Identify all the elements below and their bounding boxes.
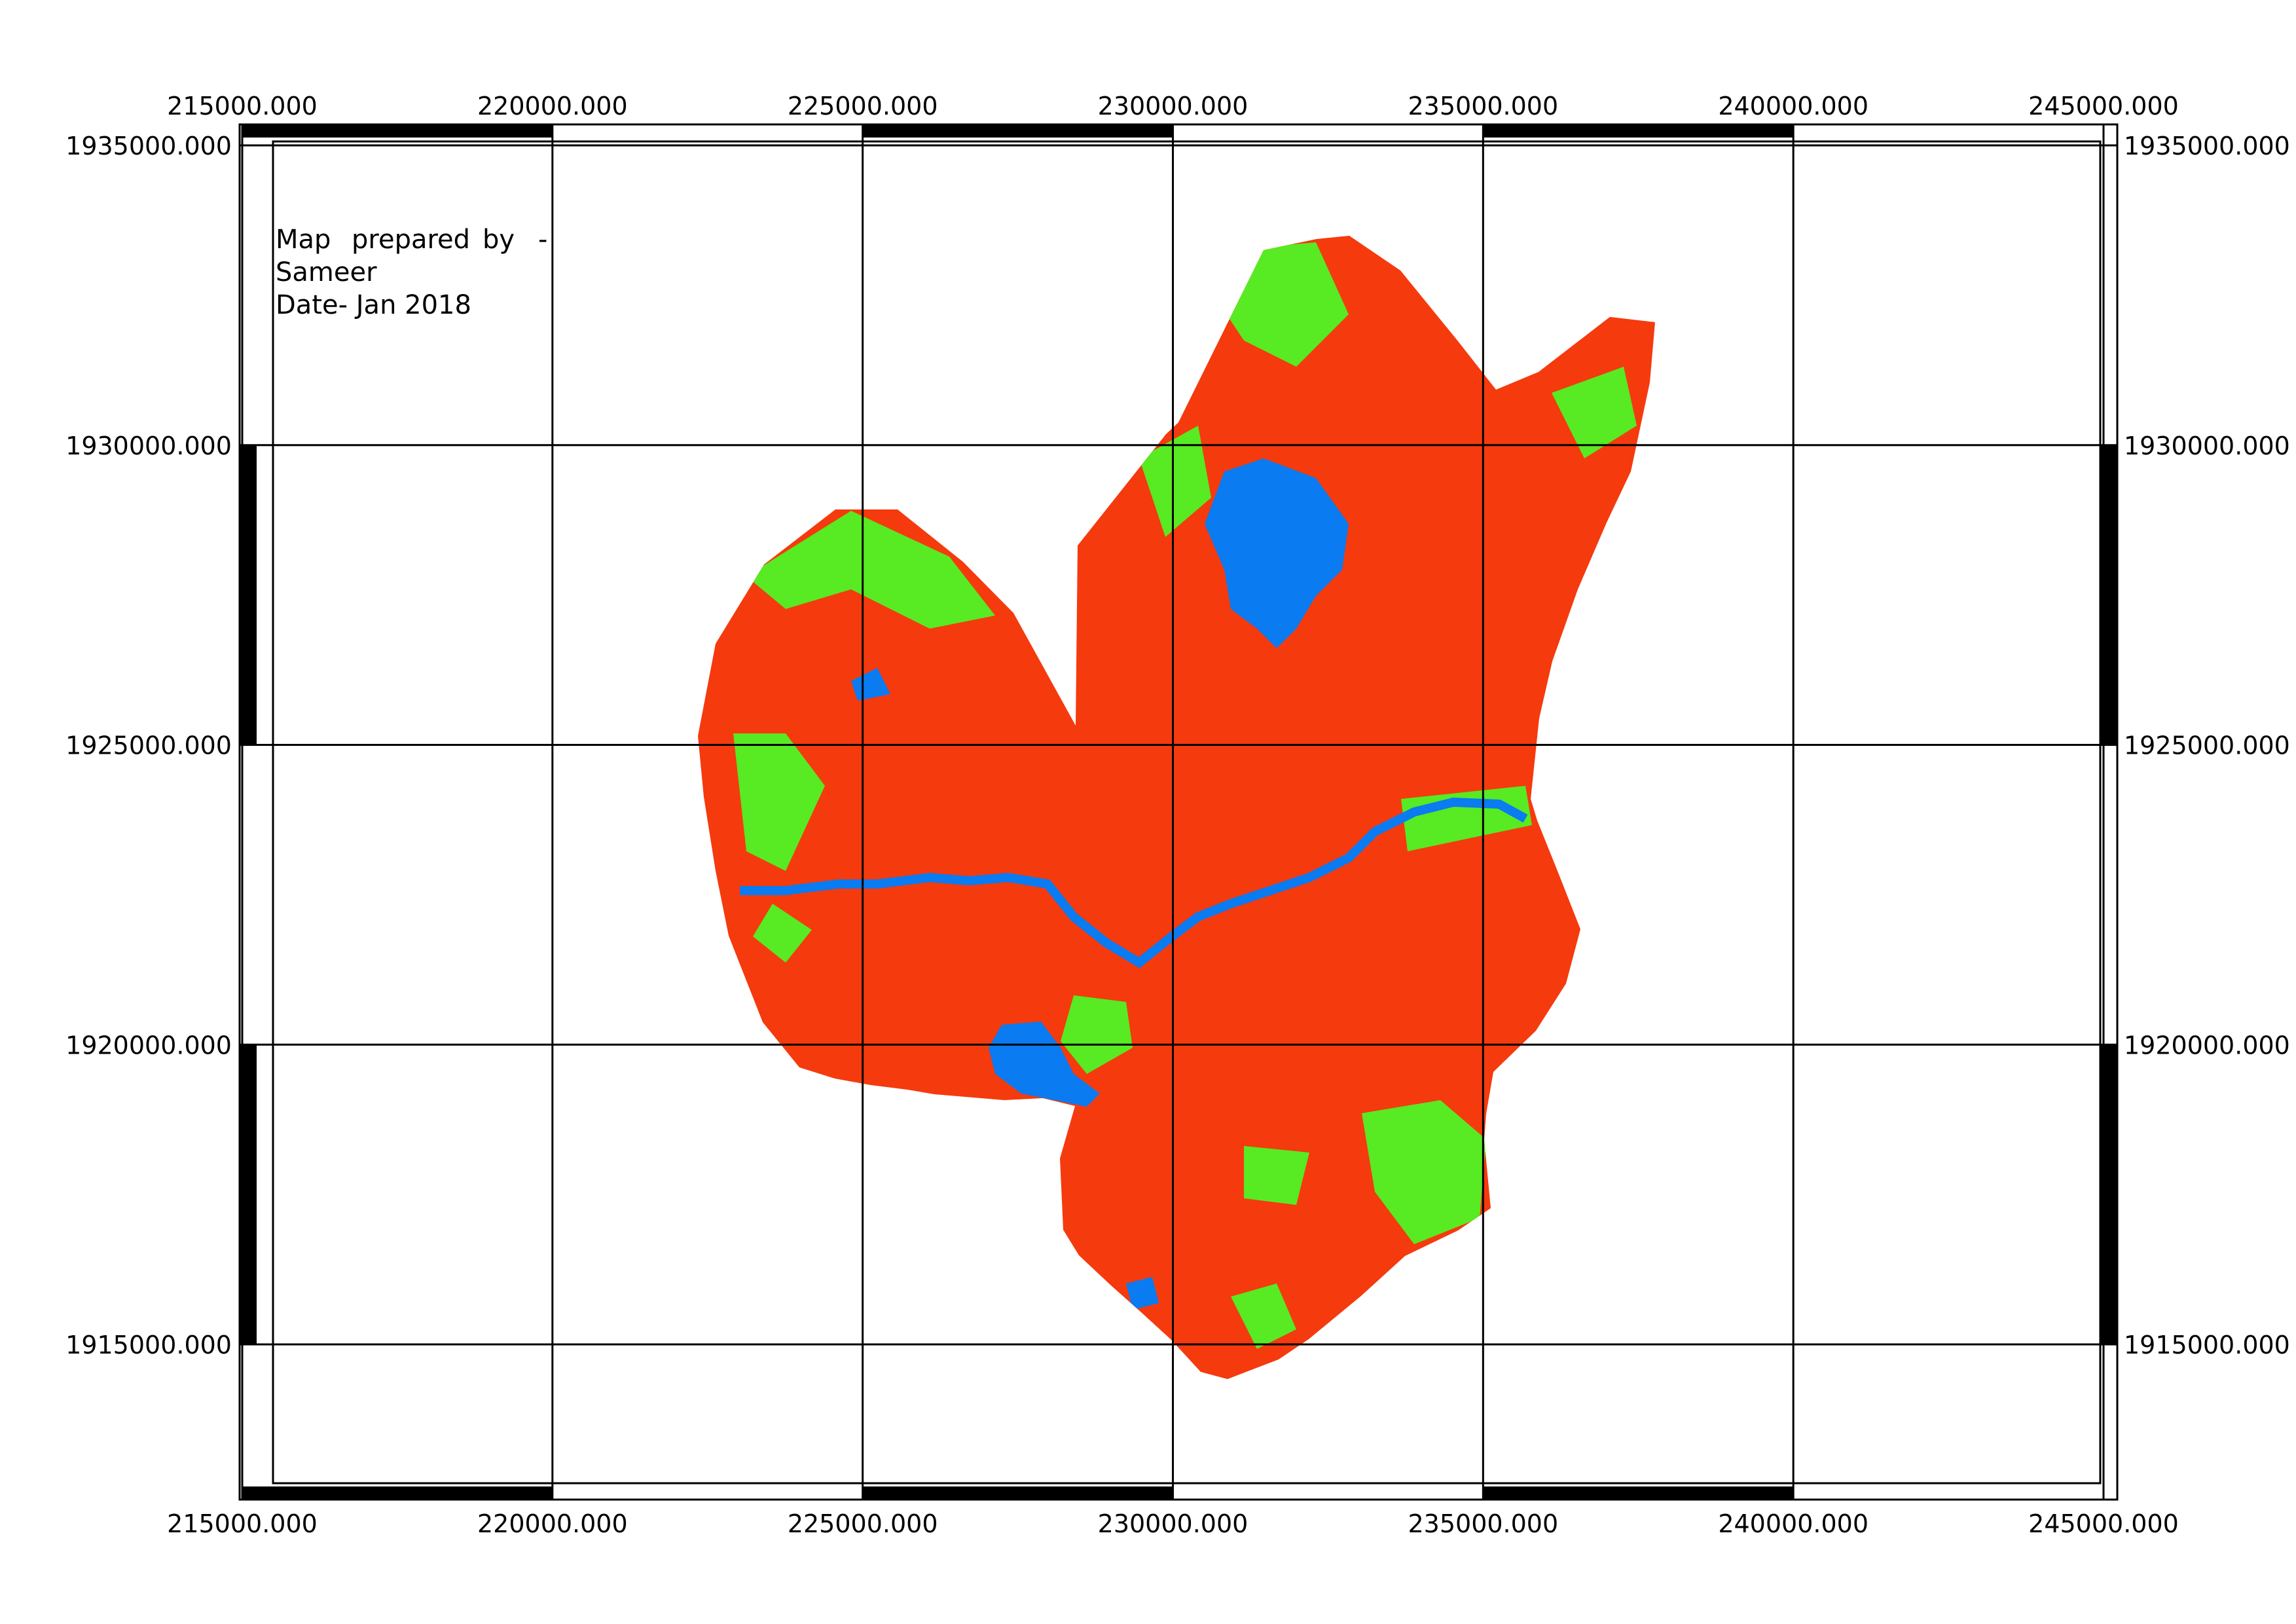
- note-date: Date- Jan 2018: [276, 290, 471, 320]
- x-tick-label-top: 215000.000: [167, 92, 318, 120]
- vegetation-patches: [733, 242, 1637, 1349]
- scale-bar-top: [242, 125, 553, 138]
- water-bodies: [740, 458, 1528, 1310]
- map-frame: [238, 123, 2119, 1501]
- x-tick-label-bottom: 235000.000: [1408, 1509, 1558, 1538]
- river: [740, 797, 1528, 969]
- y-tick-label-right: 1920000.000: [2124, 1031, 2290, 1060]
- x-tick-label-top: 245000.000: [2028, 92, 2179, 120]
- inner-border: [272, 140, 2102, 1485]
- note-word-prepared: prepared: [352, 225, 470, 255]
- x-tick-label-bottom: 230000.000: [1098, 1509, 1248, 1538]
- scale-bar-top: [1483, 125, 1794, 138]
- x-tick-label-bottom: 220000.000: [477, 1509, 628, 1538]
- x-tick-label-top: 240000.000: [1718, 92, 1868, 120]
- classified-region: [698, 236, 1655, 1379]
- x-tick-label-bottom: 245000.000: [2028, 1509, 2179, 1538]
- lake: [1205, 458, 1349, 648]
- scale-bar-bottom: [862, 1486, 1173, 1499]
- note-author: Sameer: [276, 257, 377, 287]
- scale-bar-left: [240, 1044, 257, 1344]
- x-tick-label-top: 230000.000: [1098, 92, 1248, 120]
- y-tick-label-left: 1930000.000: [65, 432, 232, 460]
- scale-bar-left: [240, 445, 257, 745]
- y-tick-label-left: 1920000.000: [65, 1031, 232, 1060]
- scale-bar-top: [862, 125, 1173, 138]
- y-tick-label-right: 1935000.000: [2124, 132, 2290, 160]
- y-tick-label-left: 1935000.000: [65, 132, 232, 160]
- y-tick-label-left: 1925000.000: [65, 731, 232, 760]
- outer-border: [238, 123, 2119, 1501]
- scale-bar-right: [2101, 445, 2117, 745]
- built-up-area: [698, 236, 1655, 1379]
- y-tick-label-left: 1915000.000: [65, 1331, 232, 1359]
- y-tick-label-right: 1925000.000: [2124, 731, 2290, 760]
- scale-bar-bottom: [242, 1486, 553, 1499]
- map-note: Map prepared by - Sameer Date- Jan 2018: [276, 225, 547, 320]
- scale-bar-bottom: [1483, 1486, 1794, 1499]
- scale-bar-right: [2101, 1044, 2117, 1344]
- x-tick-label-top: 220000.000: [477, 92, 628, 120]
- x-tick-label-bottom: 215000.000: [167, 1509, 318, 1538]
- x-tick-label-top: 225000.000: [788, 92, 938, 120]
- y-tick-label-right: 1930000.000: [2124, 432, 2290, 460]
- note-word-dash: -: [538, 225, 547, 255]
- x-tick-label-bottom: 225000.000: [788, 1509, 938, 1538]
- x-tick-label-bottom: 240000.000: [1718, 1509, 1868, 1538]
- coordinate-labels: 215000.000 215000.000 220000.000 220000.000…: [65, 92, 2290, 1538]
- y-tick-label-right: 1915000.000: [2124, 1331, 2290, 1359]
- note-word-by: by: [483, 225, 515, 255]
- note-word-map: Map: [276, 225, 331, 255]
- reservoir: [989, 1022, 1100, 1107]
- x-tick-label-top: 235000.000: [1408, 92, 1558, 120]
